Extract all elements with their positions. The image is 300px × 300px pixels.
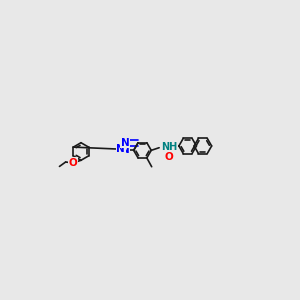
Text: N: N <box>121 138 129 148</box>
Text: NH: NH <box>161 142 177 152</box>
Text: N: N <box>121 145 129 155</box>
Text: N: N <box>116 144 125 154</box>
Text: O: O <box>164 152 173 162</box>
Text: O: O <box>69 158 77 168</box>
